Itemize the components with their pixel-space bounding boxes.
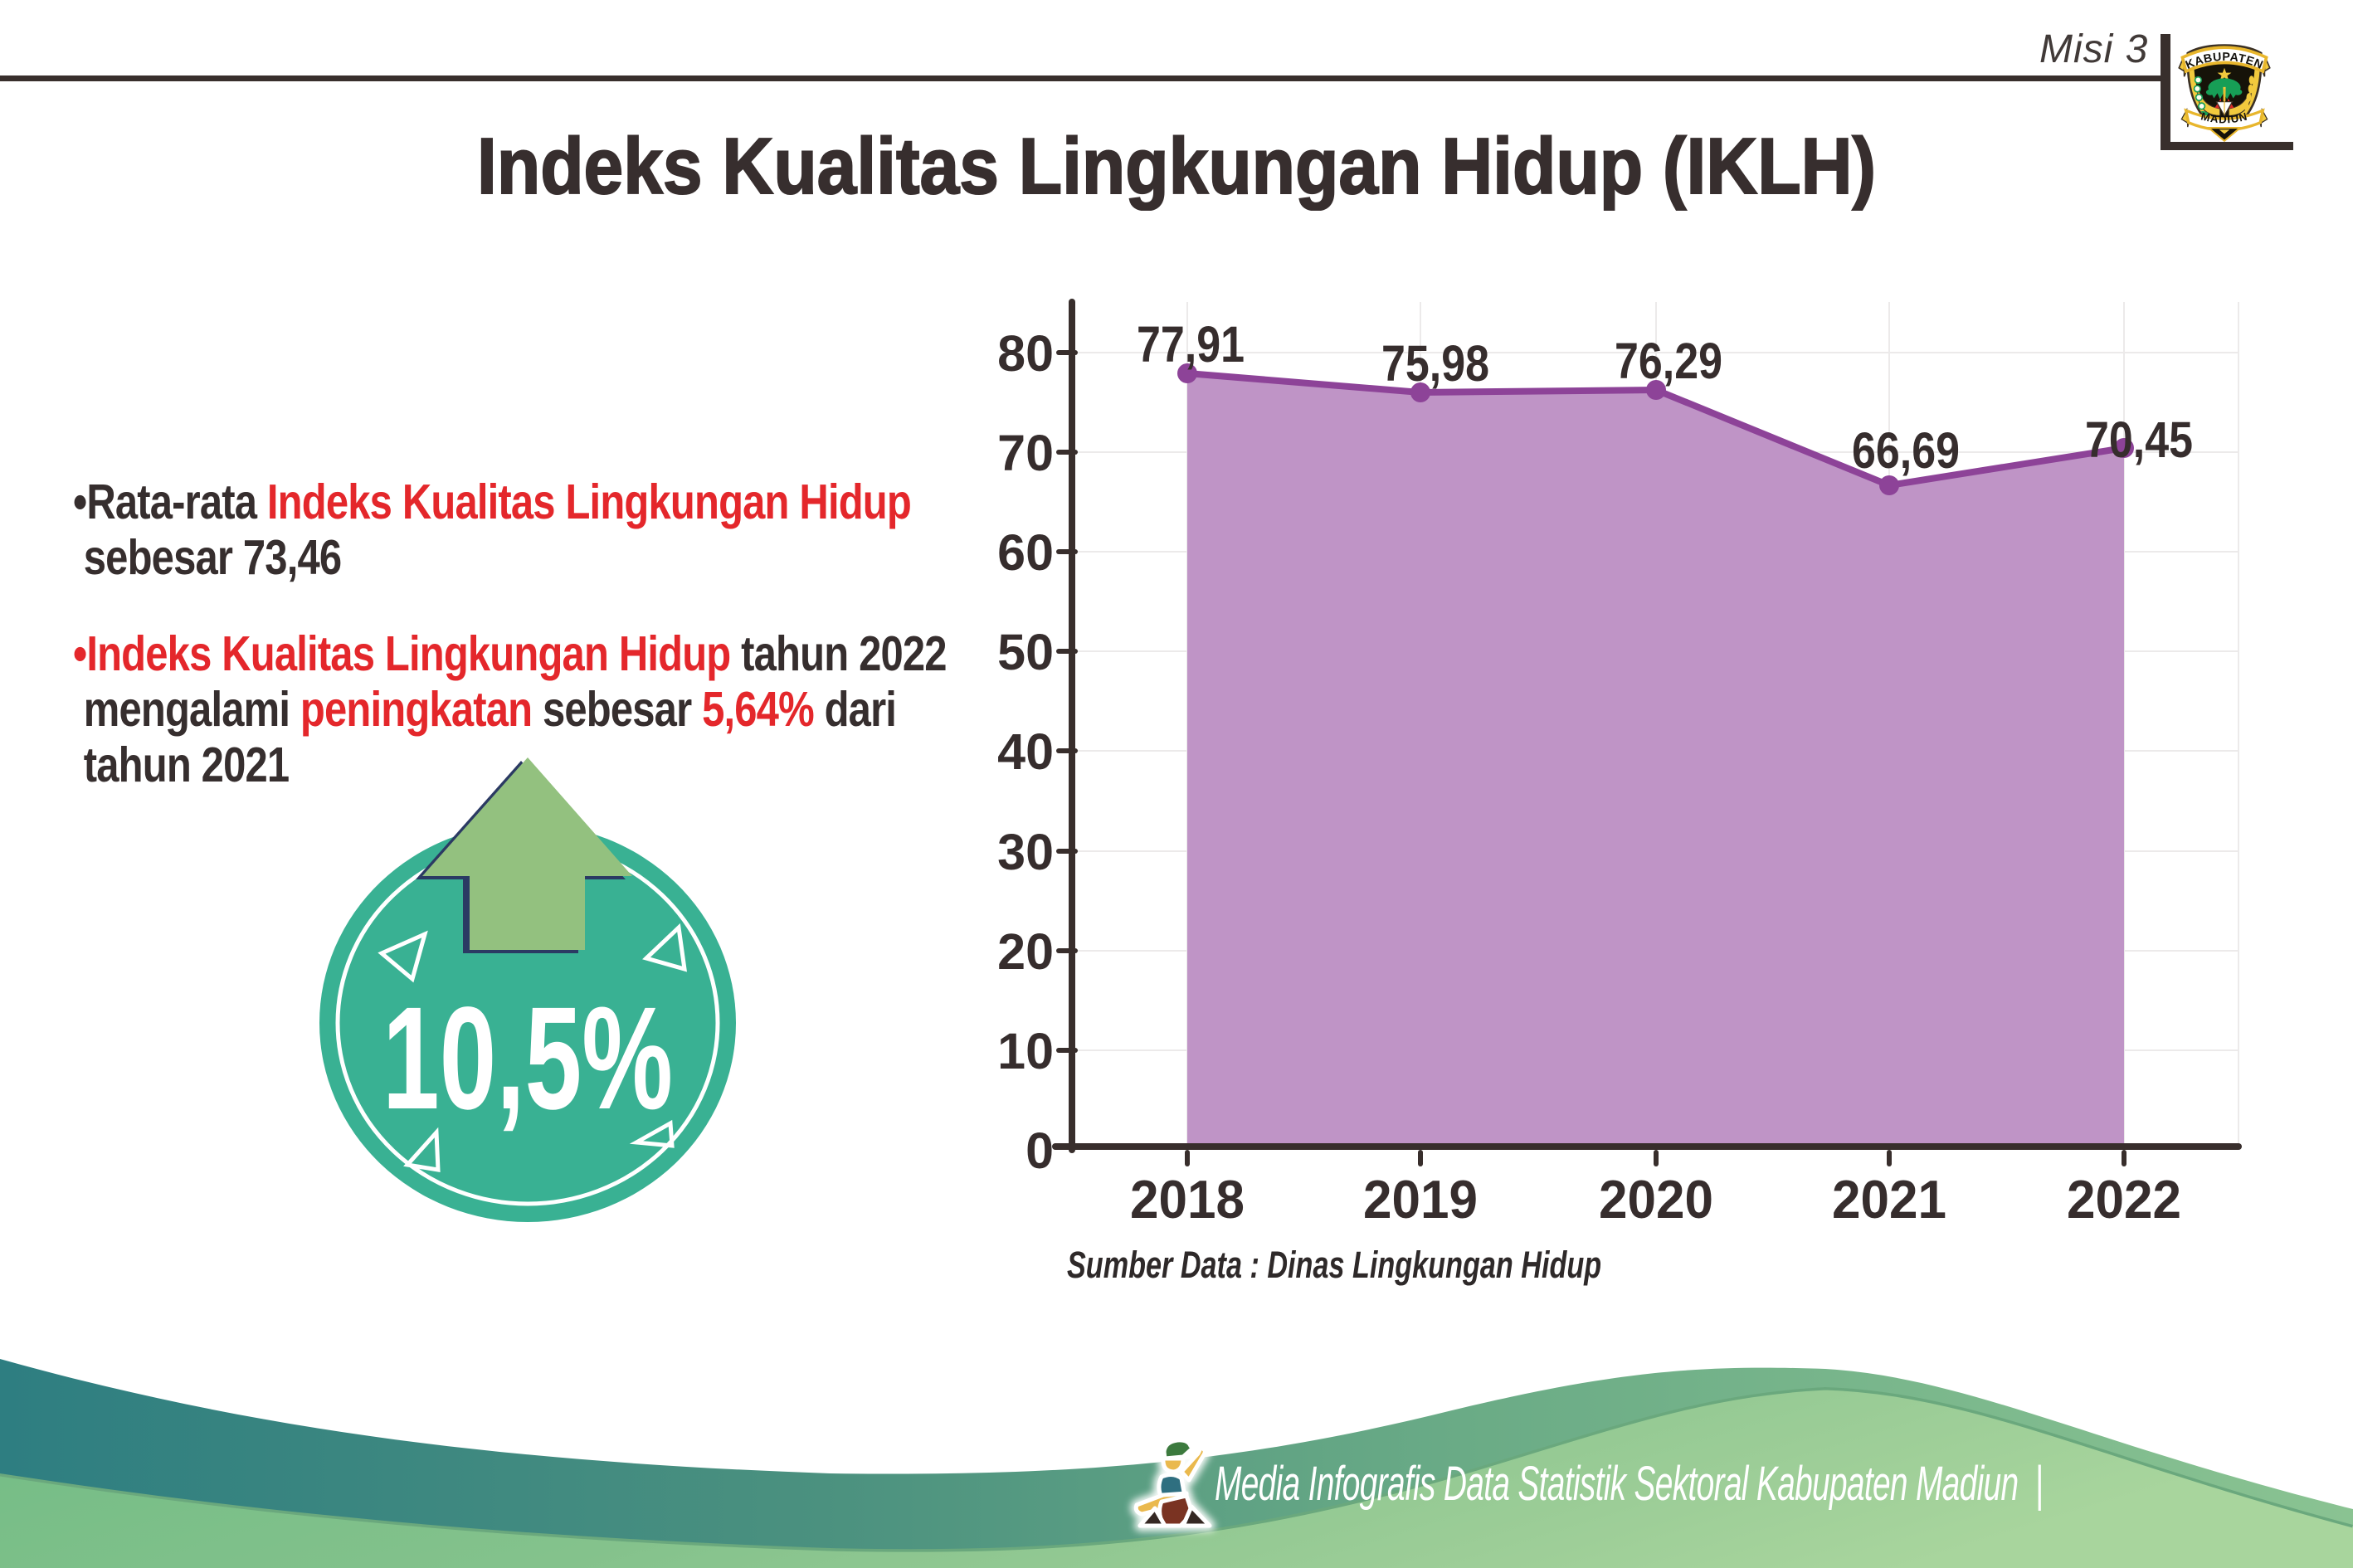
svg-text:10,5%: 10,5%	[382, 977, 673, 1140]
svg-text:70: 70	[997, 425, 1054, 481]
svg-text:2019: 2019	[1363, 1169, 1478, 1230]
svg-text:10: 10	[997, 1023, 1054, 1079]
svg-text:2018: 2018	[1130, 1169, 1245, 1230]
svg-text:76,29: 76,29	[1615, 333, 1722, 389]
svg-text:75,98: 75,98	[1381, 335, 1489, 392]
svg-text:30: 30	[997, 824, 1054, 880]
svg-text:2022: 2022	[2067, 1169, 2181, 1230]
svg-text:50: 50	[997, 624, 1054, 680]
svg-text:2020: 2020	[1599, 1169, 1713, 1230]
svg-text:60: 60	[997, 524, 1054, 581]
svg-text:MADIUN: MADIUN	[2200, 110, 2249, 125]
svg-text:80: 80	[997, 325, 1054, 382]
svg-text:40: 40	[997, 723, 1054, 780]
svg-text:2021: 2021	[1832, 1169, 1946, 1230]
svg-text:66,69: 66,69	[1852, 422, 1960, 479]
svg-text:20: 20	[997, 923, 1054, 980]
svg-text:70,45: 70,45	[2085, 411, 2193, 468]
svg-text:0: 0	[1025, 1122, 1054, 1179]
svg-text:77,91: 77,91	[1137, 316, 1245, 373]
